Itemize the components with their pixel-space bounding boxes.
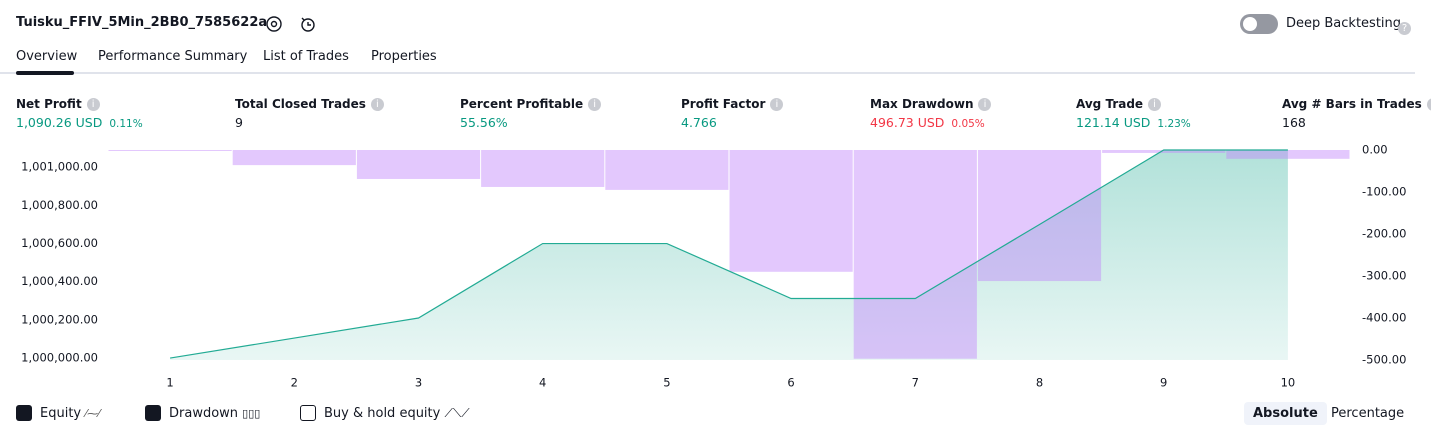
metric-label-text: Max Drawdown	[870, 97, 974, 111]
metric-label-text: Net Profit	[16, 97, 82, 111]
info-icon: i	[770, 98, 784, 111]
equity-area	[170, 150, 1288, 360]
x-tick-label: 1	[166, 376, 173, 390]
tab[interactable]: Properties	[371, 49, 437, 64]
y2-tick-label: -500.00	[1362, 353, 1406, 367]
y-tick-label: 1,000,600.00	[21, 236, 98, 250]
x-tick-label: 4	[539, 376, 546, 390]
x-tick-label: 10	[1281, 376, 1296, 390]
y2-tick-label: -300.00	[1362, 269, 1406, 283]
equity-toggle[interactable]: Equity ⁄⁓⁄	[16, 405, 100, 421]
y2-tick-label: -400.00	[1362, 311, 1406, 325]
metric-value: 496.73 USD 0.05%	[870, 112, 985, 131]
metric-label-text: Avg Trade	[1076, 97, 1144, 111]
x-tick-label: 6	[787, 376, 794, 390]
x-tick-label: 2	[291, 376, 298, 390]
tab[interactable]: Overview	[16, 49, 78, 64]
deep-backtesting-toggle[interactable]	[1240, 14, 1278, 34]
info-icon: i	[370, 98, 384, 111]
info-icon: i	[588, 98, 602, 111]
y-tick-label: 1,000,800.00	[21, 198, 98, 212]
metric-change: 0.11%	[109, 118, 143, 130]
header-icons[interactable]	[265, 14, 325, 34]
metric-value-text: 4.766	[681, 115, 717, 130]
metric-label-text: Profit Factor	[681, 97, 766, 111]
metric-value: 55.56%	[460, 112, 508, 131]
metric-label: Net Profit i	[16, 93, 100, 112]
metric-value-text: 9	[235, 115, 243, 130]
x-tick-label: 5	[663, 376, 670, 390]
drawdown-bar	[729, 150, 853, 272]
metric-label: Profit Factor i	[681, 93, 784, 112]
x-tick-label: 3	[415, 376, 422, 390]
metric-label-text: Total Closed Trades	[235, 97, 366, 111]
drawdown-bar	[481, 150, 605, 187]
metric-value: 1,090.26 USD 0.11%	[16, 112, 143, 131]
strategy-title: Tuisku_FFIV_5Min_2BB0_7585622a	[16, 15, 268, 30]
x-tick-label: 8	[1036, 376, 1043, 390]
metric-value: 168	[1282, 112, 1306, 131]
chart: 1,000,000.00 1,000,200.00 1,000,400.00 1,00…	[21, 143, 1406, 390]
metric-label-text: Avg # Bars in Trades	[1282, 97, 1422, 111]
metric-label: Avg # Bars in Trades i	[1282, 93, 1431, 112]
y-tick-label: 1,001,000.00	[21, 160, 98, 174]
drawdown-toggle[interactable]: Drawdown ▯▯▯	[145, 405, 260, 421]
metric-value: 4.766	[681, 112, 717, 131]
metric-value-text: 55.56%	[460, 115, 508, 130]
y2-tick-label: 0.00	[1362, 143, 1388, 157]
percentage-button[interactable]: Percentage	[1331, 406, 1405, 421]
metric-value-text: 496.73 USD	[870, 115, 945, 130]
y-tick-label: 1,000,400.00	[21, 274, 98, 288]
drawdown-bar	[1226, 150, 1350, 159]
metric-value-text: 121.14 USD	[1076, 115, 1151, 130]
y2-tick-label: -100.00	[1362, 185, 1406, 199]
metric-value: 121.14 USD 1.23%	[1076, 112, 1191, 131]
metric-label: Avg Trade i	[1076, 93, 1162, 112]
metric-value: 9	[235, 112, 243, 131]
info-icon: i	[86, 98, 100, 111]
drawdown-bar	[108, 150, 232, 151]
metric-value-text: 168	[1282, 115, 1306, 130]
metric-change: 0.05%	[951, 118, 985, 130]
tab-underline	[16, 71, 74, 75]
info-icon: i	[1426, 98, 1431, 111]
drawdown-bar	[1102, 150, 1226, 153]
drawdown-bar	[605, 150, 729, 190]
x-tick-label: 9	[1160, 376, 1167, 390]
drawdown-bar	[232, 150, 356, 166]
absolute-button[interactable]: Absolute	[1244, 402, 1327, 425]
info-icon: i	[1148, 98, 1162, 111]
info-icon: i	[978, 98, 992, 111]
x-tick-label: 7	[912, 376, 919, 390]
y-tick-label: 1,000,000.00	[21, 351, 98, 365]
equity-line	[170, 149, 1288, 359]
y-tick-label: 1,000,200.00	[21, 312, 98, 326]
y2-tick-label: -200.00	[1362, 227, 1406, 241]
tab[interactable]: List of Trades	[263, 49, 349, 64]
buy-hold-toggle[interactable]: Buy & hold equity ⟋⟍⟋	[300, 405, 470, 421]
deep-backtesting-label: Deep Backtesting	[1286, 16, 1402, 31]
metric-change: 1.23%	[1157, 118, 1191, 130]
tab[interactable]: Performance Summary	[98, 49, 248, 64]
metric-label: Total Closed Trades i	[235, 93, 384, 112]
tab-divider	[0, 72, 1415, 74]
legend-label: Equity	[40, 406, 82, 421]
drawdown-bar	[977, 150, 1102, 282]
metric-value-text: 1,090.26 USD	[16, 115, 103, 130]
legend-label: Drawdown	[169, 406, 239, 421]
legend-label: Buy & hold equity	[324, 406, 441, 421]
metric-label: Max Drawdown i	[870, 93, 992, 112]
drawdown-bar	[853, 150, 977, 359]
metric-label-text: Percent Profitable	[460, 97, 584, 111]
drawdown-bar	[356, 150, 481, 179]
metric-label: Percent Profitable i	[460, 93, 602, 112]
